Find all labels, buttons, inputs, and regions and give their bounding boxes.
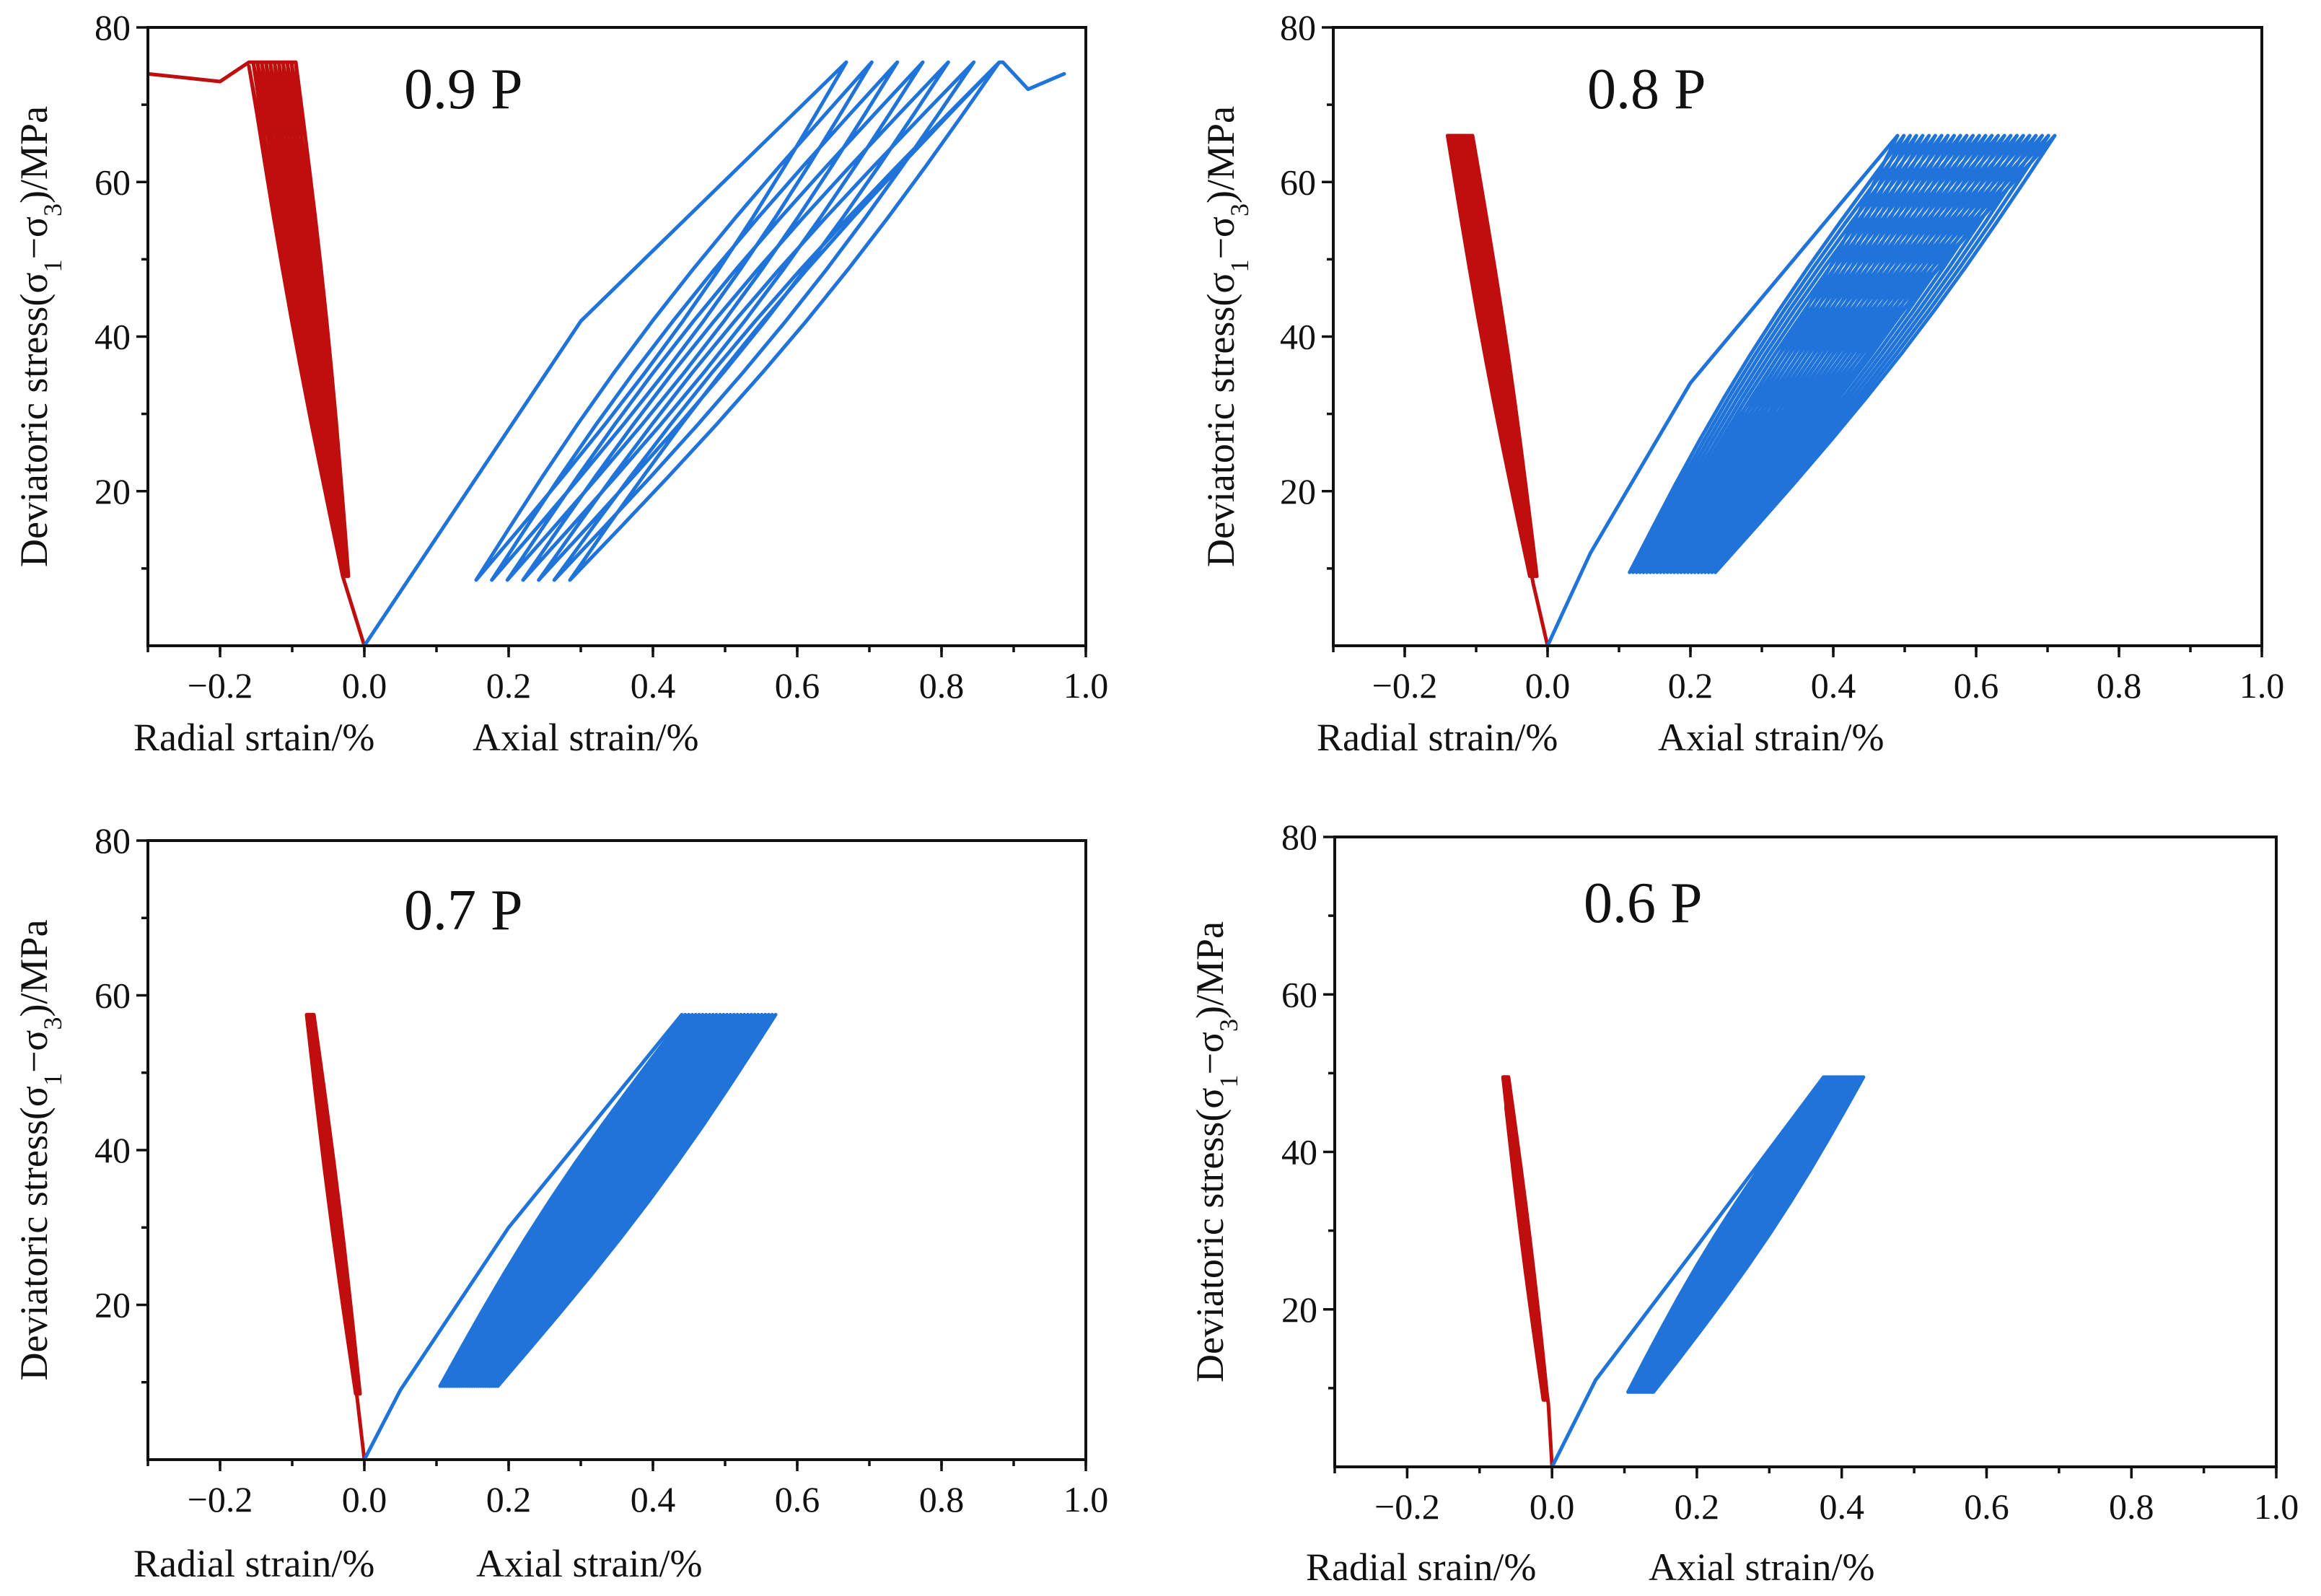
y-tick-label: 40 xyxy=(1281,1132,1317,1172)
x-tick-label: 0.6 xyxy=(1964,1486,2009,1527)
series-radial-line xyxy=(1501,1075,1554,1467)
chart-panel-1: −0.2 0.0 0.2 0.4 0.6 0.8 1.0 20 40 60 80 0.9 P Radia… xyxy=(12,7,1108,759)
series-axial-line xyxy=(362,60,1066,646)
y-axis-label: Deviatoric stress(σ1−σ3)/MPa xyxy=(1188,921,1243,1382)
x-tick-label: 0.0 xyxy=(1530,1486,1575,1527)
x-axis-label-radial: Radial srtain/% xyxy=(133,716,374,759)
x-tick-label: 1.0 xyxy=(1063,1479,1109,1520)
y-axis-label: Deviatoric stress(σ1−σ3)/MPa xyxy=(12,106,67,567)
x-axis-label-radial: Radial srain/% xyxy=(1306,1545,1536,1589)
y-tick-label: 80 xyxy=(95,7,131,48)
y-tick-label: 20 xyxy=(1280,471,1316,512)
chart-panel-3: −0.2 0.0 0.2 0.4 0.6 0.8 1.0 20 40 60 80 0.7 P Radia… xyxy=(12,820,1108,1585)
x-axis-label-axial: Axial strain/% xyxy=(1658,716,1884,759)
x-tick-label: 0.2 xyxy=(486,1479,532,1520)
x-tick-label: 1.0 xyxy=(2254,1486,2299,1527)
x-axis-label-axial: Axial strain/% xyxy=(1649,1545,1874,1589)
y-axis-label: Deviatoric stress(σ1−σ3)/MPa xyxy=(1199,106,1254,567)
chart-panel-4: −0.2 0.0 0.2 0.4 0.6 0.8 1.0 20 40 60 80 0.6 P Radia… xyxy=(1188,817,2299,1589)
x-tick-label: 0.8 xyxy=(919,1479,965,1520)
chart-panel-2: −0.2 0.0 0.2 0.4 0.6 0.8 1.0 20 40 60 80 0.8 P Radia… xyxy=(1199,7,2284,759)
x-tick-label: 0.0 xyxy=(342,1479,387,1520)
x-tick-label: 0.8 xyxy=(2109,1486,2154,1527)
x-axis-label-radial: Radial strain/% xyxy=(1317,716,1558,759)
y-tick-label: 20 xyxy=(95,471,131,512)
x-tick-label: 0.4 xyxy=(631,665,676,706)
x-tick-label: −0.2 xyxy=(1374,1486,1440,1527)
series-axial-line xyxy=(362,1012,778,1460)
panel-title: 0.8 P xyxy=(1587,58,1706,121)
x-tick-label: 0.6 xyxy=(775,665,820,706)
series-radial-line xyxy=(304,1012,367,1460)
panel-title: 0.7 P xyxy=(404,879,523,942)
panel-title: 0.6 P xyxy=(1584,872,1703,935)
x-tick-label: 1.0 xyxy=(1063,665,1109,706)
y-tick-label: 40 xyxy=(95,317,131,357)
x-axis-label-axial: Axial strain/% xyxy=(473,716,698,759)
x-tick-label: −0.2 xyxy=(1372,665,1438,706)
x-tick-label: 0.8 xyxy=(919,665,965,706)
series-radial-line xyxy=(1445,133,1550,646)
panel-title: 0.9 P xyxy=(404,58,523,121)
y-tick-label: 40 xyxy=(95,1130,131,1170)
x-tick-label: 0.0 xyxy=(342,665,387,706)
y-tick-label: 40 xyxy=(1280,317,1316,357)
y-tick-label: 60 xyxy=(95,162,131,202)
x-tick-label: 0.6 xyxy=(775,1479,820,1520)
y-tick-label: 60 xyxy=(1281,974,1317,1014)
y-tick-label: 80 xyxy=(95,820,131,861)
x-tick-label: −0.2 xyxy=(188,1479,253,1520)
series-axial-line xyxy=(1545,133,2057,646)
x-tick-label: 0.4 xyxy=(631,1479,676,1520)
y-tick-label: 80 xyxy=(1280,7,1316,48)
x-tick-label: 0.2 xyxy=(1675,1486,1720,1527)
x-tick-label: −0.2 xyxy=(188,665,253,706)
x-axis-label-axial: Axial strain/% xyxy=(476,1542,702,1585)
y-axis-label: Deviatoric stress(σ1−σ3)/MPa xyxy=(12,919,67,1380)
x-tick-label: 0.4 xyxy=(1811,665,1856,706)
x-tick-label: 0.8 xyxy=(2097,665,2142,706)
series-axial-line xyxy=(1550,1075,1866,1467)
x-tick-label: 0.6 xyxy=(1954,665,1999,706)
y-tick-label: 60 xyxy=(1280,162,1316,202)
series-radial-line xyxy=(148,60,367,646)
x-tick-label: 1.0 xyxy=(2239,665,2285,706)
y-tick-label: 80 xyxy=(1281,817,1317,857)
x-tick-label: 0.2 xyxy=(1668,665,1714,706)
y-tick-label: 60 xyxy=(95,975,131,1016)
x-tick-label: 0.2 xyxy=(486,665,532,706)
x-tick-label: 0.4 xyxy=(1819,1486,1864,1527)
x-tick-label: 0.0 xyxy=(1525,665,1571,706)
y-tick-label: 20 xyxy=(95,1285,131,1325)
y-tick-label: 20 xyxy=(1281,1289,1317,1330)
x-axis-label-radial: Radial strain/% xyxy=(133,1542,374,1585)
